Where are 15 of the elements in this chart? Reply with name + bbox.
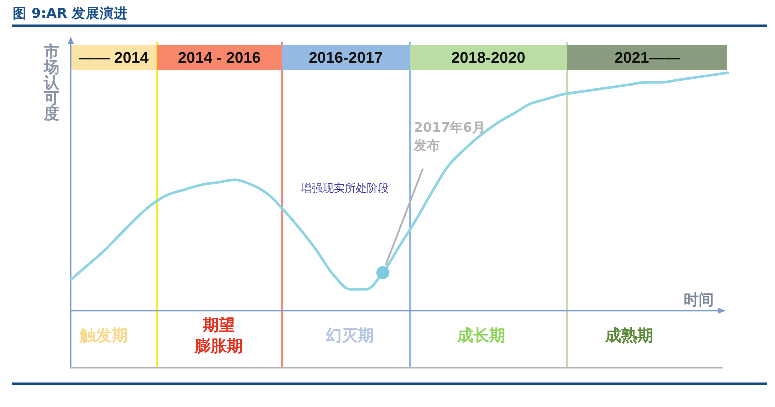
text: 2021—— xyxy=(614,50,681,67)
text: 2014 - 2016 xyxy=(178,50,262,67)
text: 2018-2020 xyxy=(451,50,526,67)
text: —— 2014 xyxy=(79,50,150,67)
chart-title: 图 9:AR 发展演进 xyxy=(13,5,128,22)
x-tick-label: 幻灭期 xyxy=(325,326,374,345)
x-tick-label: 成熟期 xyxy=(604,326,654,345)
text: 2016-2017 xyxy=(308,50,384,67)
x-axis-title: 时间 xyxy=(684,291,714,309)
x-tick-label: 期望膨胀期 xyxy=(194,316,243,356)
x-tick-label: 成长期 xyxy=(456,326,506,345)
x-tick-label: 触发期 xyxy=(78,326,128,345)
annotation: 增强现实所处阶段 xyxy=(300,182,389,195)
y-axis-title: 市场认可度 xyxy=(43,43,61,123)
text: 2017年6月发布 xyxy=(413,120,486,154)
